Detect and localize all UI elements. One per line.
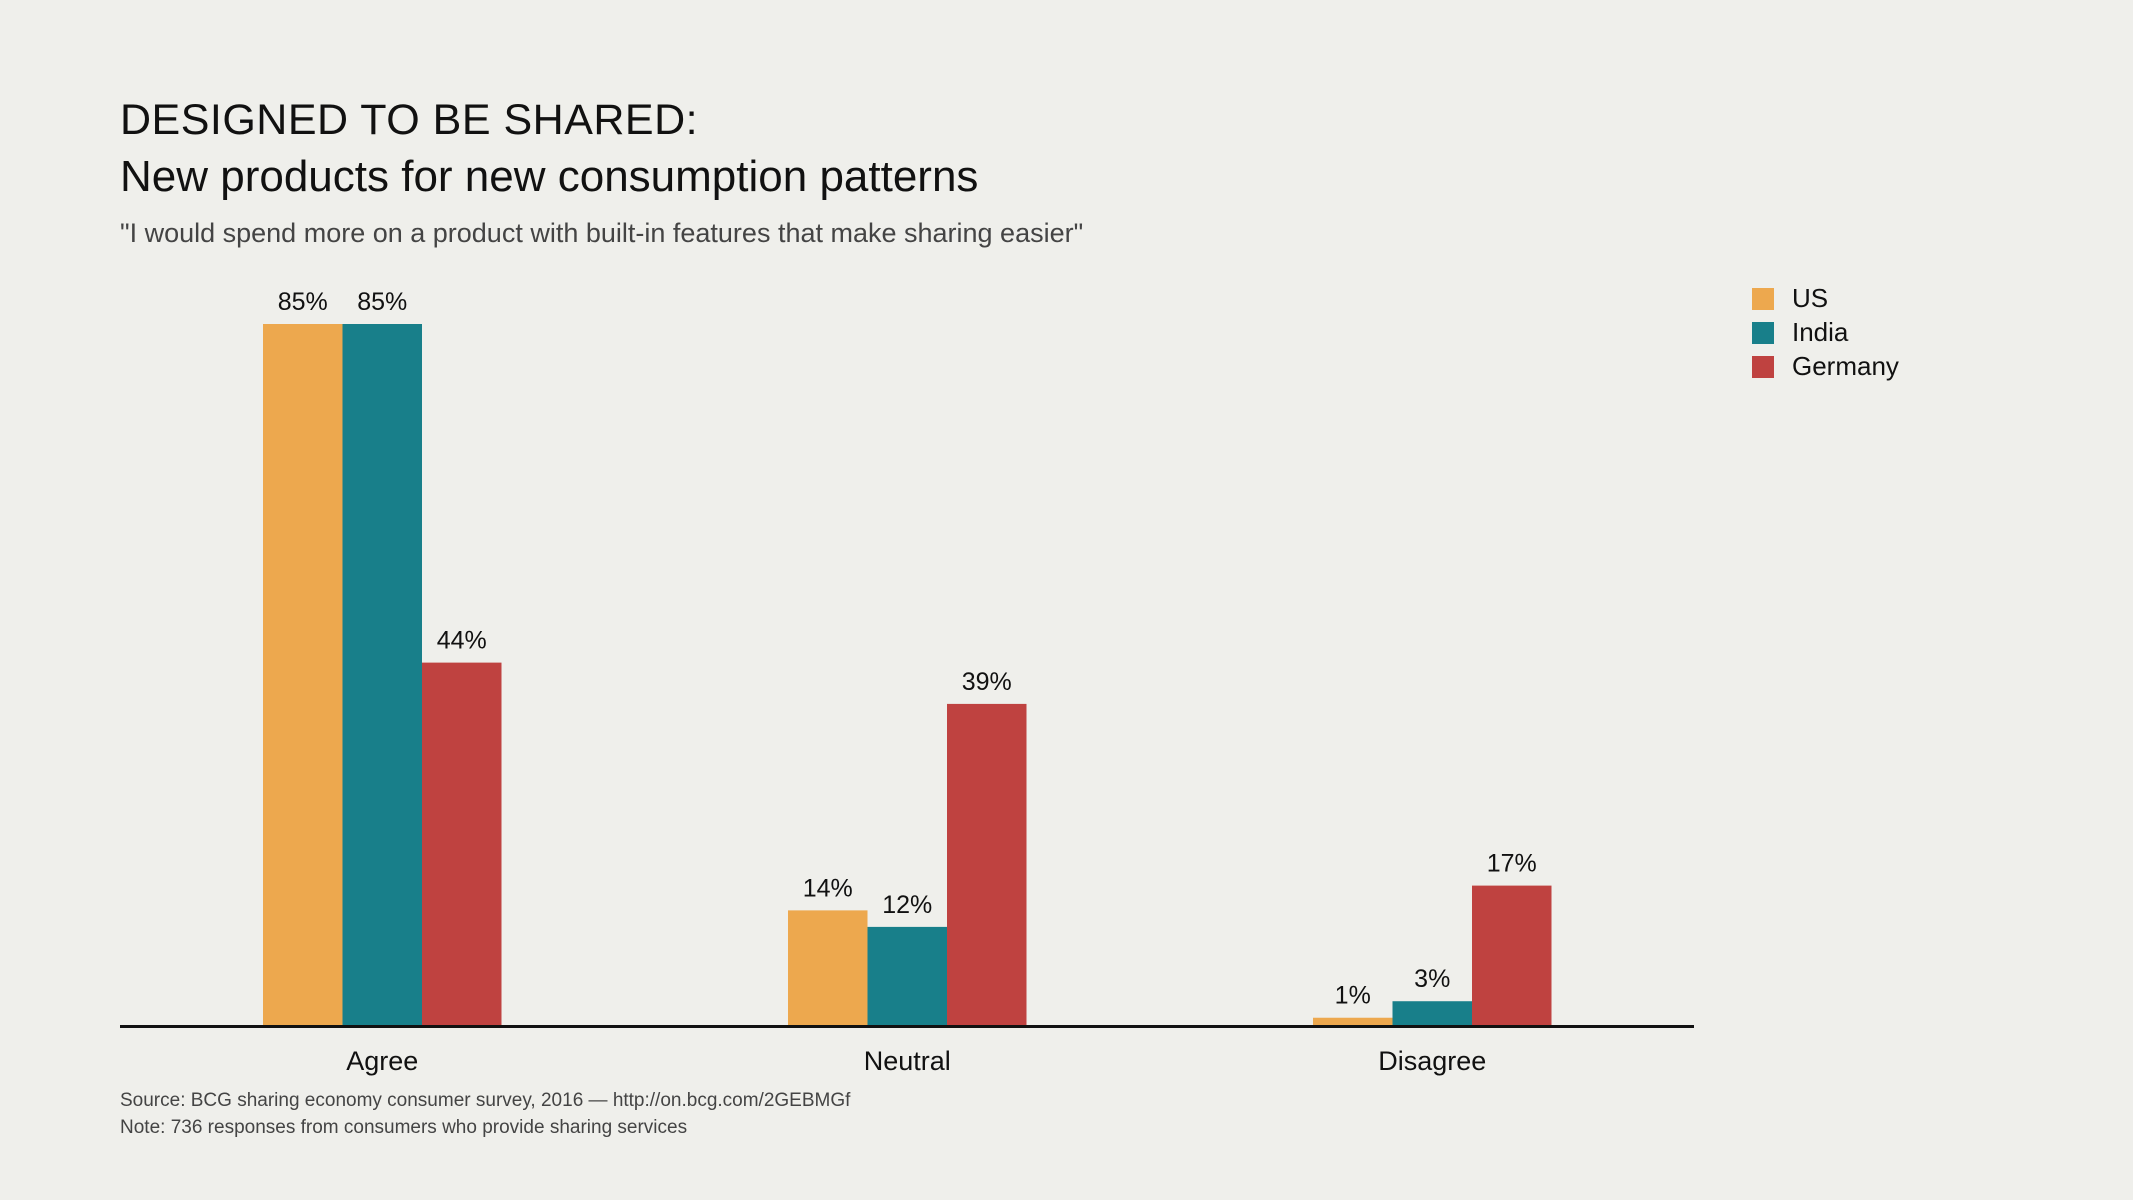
- category-label: Agree: [346, 1046, 418, 1076]
- category-label: Neutral: [864, 1046, 951, 1076]
- bar-india-neutral: [867, 926, 947, 1026]
- legend-label: US: [1792, 283, 1828, 313]
- data-label: 85%: [278, 288, 328, 316]
- data-label: 17%: [1487, 850, 1537, 878]
- data-label: 1%: [1335, 982, 1371, 1010]
- bar-us-disagree: [1313, 1017, 1393, 1026]
- chart-title: DESIGNED TO BE SHARED:: [120, 96, 699, 144]
- bar-germany-neutral: [947, 703, 1027, 1026]
- legend-swatch-germany: [1752, 356, 1774, 378]
- category-label: Disagree: [1378, 1046, 1486, 1076]
- bar-germany-disagree: [1472, 885, 1552, 1026]
- bar-us-agree: [263, 324, 343, 1026]
- legend-swatch-us: [1752, 288, 1774, 310]
- data-label: 85%: [357, 288, 407, 316]
- data-label: 39%: [962, 668, 1012, 696]
- bar-us-neutral: [788, 910, 868, 1026]
- legend-label: India: [1792, 317, 1849, 347]
- data-label: 44%: [437, 627, 487, 655]
- survey-question: "I would spend more on a product with bu…: [120, 218, 1084, 248]
- bar-germany-agree: [422, 662, 502, 1026]
- responses-note: Note: 736 responses from consumers who p…: [120, 1117, 688, 1138]
- legend-label: Germany: [1792, 351, 1899, 381]
- source-note: Source: BCG sharing economy consumer sur…: [120, 1090, 851, 1111]
- bar-india-disagree: [1392, 1001, 1472, 1026]
- legend-swatch-india: [1752, 322, 1774, 344]
- chart-subtitle: New products for new consumption pattern…: [120, 152, 979, 201]
- data-label: 14%: [803, 874, 853, 902]
- bar-india-agree: [342, 324, 422, 1026]
- data-label: 12%: [882, 891, 932, 919]
- data-label: 3%: [1414, 965, 1450, 993]
